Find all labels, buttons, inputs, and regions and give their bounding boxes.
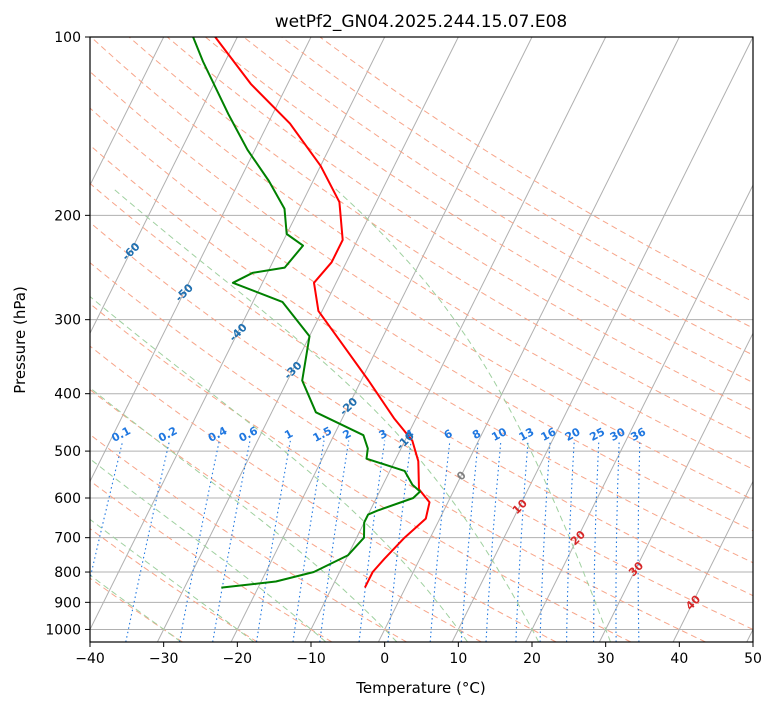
- dry-adiabat: [90, 389, 482, 642]
- mixing-ratio-line: [319, 440, 350, 642]
- x-tick-label: 0: [380, 651, 389, 667]
- mixing-ratio-label: 36: [628, 425, 648, 444]
- mixing-ratio-line: [387, 440, 412, 642]
- x-axis-title: Temperature (°C): [355, 679, 485, 697]
- dry-adiabat: [90, 433, 407, 642]
- isotherm-line: [525, 183, 753, 642]
- dry-adiabat: [90, 70, 753, 501]
- y-tick-label: 100: [54, 30, 81, 46]
- mixing-ratio-line: [358, 440, 386, 642]
- moist-adiabat: [90, 574, 182, 642]
- mixing-ratio-label: 16: [539, 425, 559, 444]
- isotherm-line: [156, 37, 459, 642]
- dry-adiabat: [319, 37, 753, 303]
- mixing-ratio-label: 20: [563, 425, 583, 444]
- isotherm-line: [451, 37, 753, 642]
- mixing-ratio-line: [212, 440, 251, 642]
- dry-adiabat: [205, 37, 753, 384]
- y-tick-label: 700: [54, 531, 81, 547]
- x-tick-label: 10: [449, 651, 467, 667]
- isotherm-line: [90, 37, 312, 483]
- dry-adiabat: [90, 480, 333, 642]
- mixing-ratio-line: [485, 440, 502, 642]
- plot-background: [90, 37, 753, 642]
- isotherm-label: -80: [15, 154, 38, 177]
- y-tick-label: 900: [54, 595, 81, 611]
- isotherm-line: [672, 480, 753, 642]
- mixing-ratio-line: [566, 440, 575, 642]
- plot-frame: [89, 36, 754, 643]
- isotherm-line: [90, 37, 238, 335]
- moist-adiabat: [334, 187, 611, 642]
- dry-adiabat: [90, 37, 753, 470]
- mixing-ratio-line: [539, 440, 551, 642]
- x-tick-label: −40: [75, 651, 105, 667]
- dry-adiabat: [90, 144, 753, 564]
- y-axis-title: Pressure (hPa): [11, 286, 29, 394]
- mixing-ratio-line: [460, 440, 479, 642]
- moist-adiabat: [90, 295, 469, 642]
- x-tick-label: −30: [149, 651, 179, 667]
- dry-adiabat: [90, 107, 753, 532]
- isotherm-line: [90, 37, 165, 187]
- isotherm-line: [598, 332, 753, 642]
- mixing-ratio-label: 10: [489, 425, 509, 444]
- dry-adiabat: [90, 577, 183, 642]
- dry-adiabat: [90, 182, 753, 597]
- y-tick-label: 400: [54, 387, 81, 403]
- mixing-ratio-label: 30: [608, 425, 628, 444]
- dry-adiabat: [90, 262, 706, 642]
- moist-adiabat: [90, 387, 398, 642]
- mixing-ratio-line: [515, 440, 529, 642]
- y-tick-label: 300: [54, 313, 81, 329]
- mixing-ratio-label: 25: [587, 425, 607, 444]
- moist-adiabat: [112, 187, 540, 642]
- mixing-ratio-line: [593, 440, 600, 642]
- mixing-ratio-label: 13: [517, 425, 537, 444]
- x-tick-label: 50: [744, 651, 762, 667]
- chart-title: wetPf2_GN04.2025.244.15.07.E08: [275, 12, 567, 32]
- temperature-profile-line: [214, 37, 431, 589]
- y-tick-label: 1000: [45, 622, 81, 638]
- dry-adiabat: [243, 37, 753, 356]
- mixing-ratio-line: [125, 440, 171, 642]
- dry-adiabat: [90, 221, 753, 630]
- dewpoint-profile-line: [192, 37, 422, 589]
- series-layer: [192, 37, 431, 589]
- mixing-ratio-line: [178, 440, 220, 642]
- axis-layer: −40 −30 −20 −10 0 10 20 30 40 50 100 200 300 400 500 60…: [45, 30, 762, 667]
- mixing-ratio-line: [292, 440, 325, 642]
- x-tick-label: 30: [597, 651, 615, 667]
- y-tick-label: 200: [54, 208, 81, 224]
- dry-adiabat: [90, 345, 557, 642]
- mixing-ratio-line: [615, 440, 620, 642]
- y-tick-label: 600: [54, 491, 81, 507]
- adiabat-layer: [90, 37, 753, 642]
- moist-adiabat: [90, 518, 255, 642]
- x-tick-label: 20: [523, 651, 541, 667]
- isotherm-line: [377, 37, 680, 642]
- isotherm-line: [90, 37, 386, 631]
- mixing-ratio-line: [429, 440, 451, 642]
- x-tick-label: −20: [223, 651, 253, 667]
- dry-adiabat: [90, 303, 632, 642]
- isotherm-line: [230, 37, 533, 642]
- y-tick-label: 500: [54, 444, 81, 460]
- x-tick-label: 40: [670, 651, 688, 667]
- x-tick-label: −10: [296, 651, 326, 667]
- y-tick-label: 800: [54, 565, 81, 581]
- mixing-ratio-line: [637, 440, 641, 642]
